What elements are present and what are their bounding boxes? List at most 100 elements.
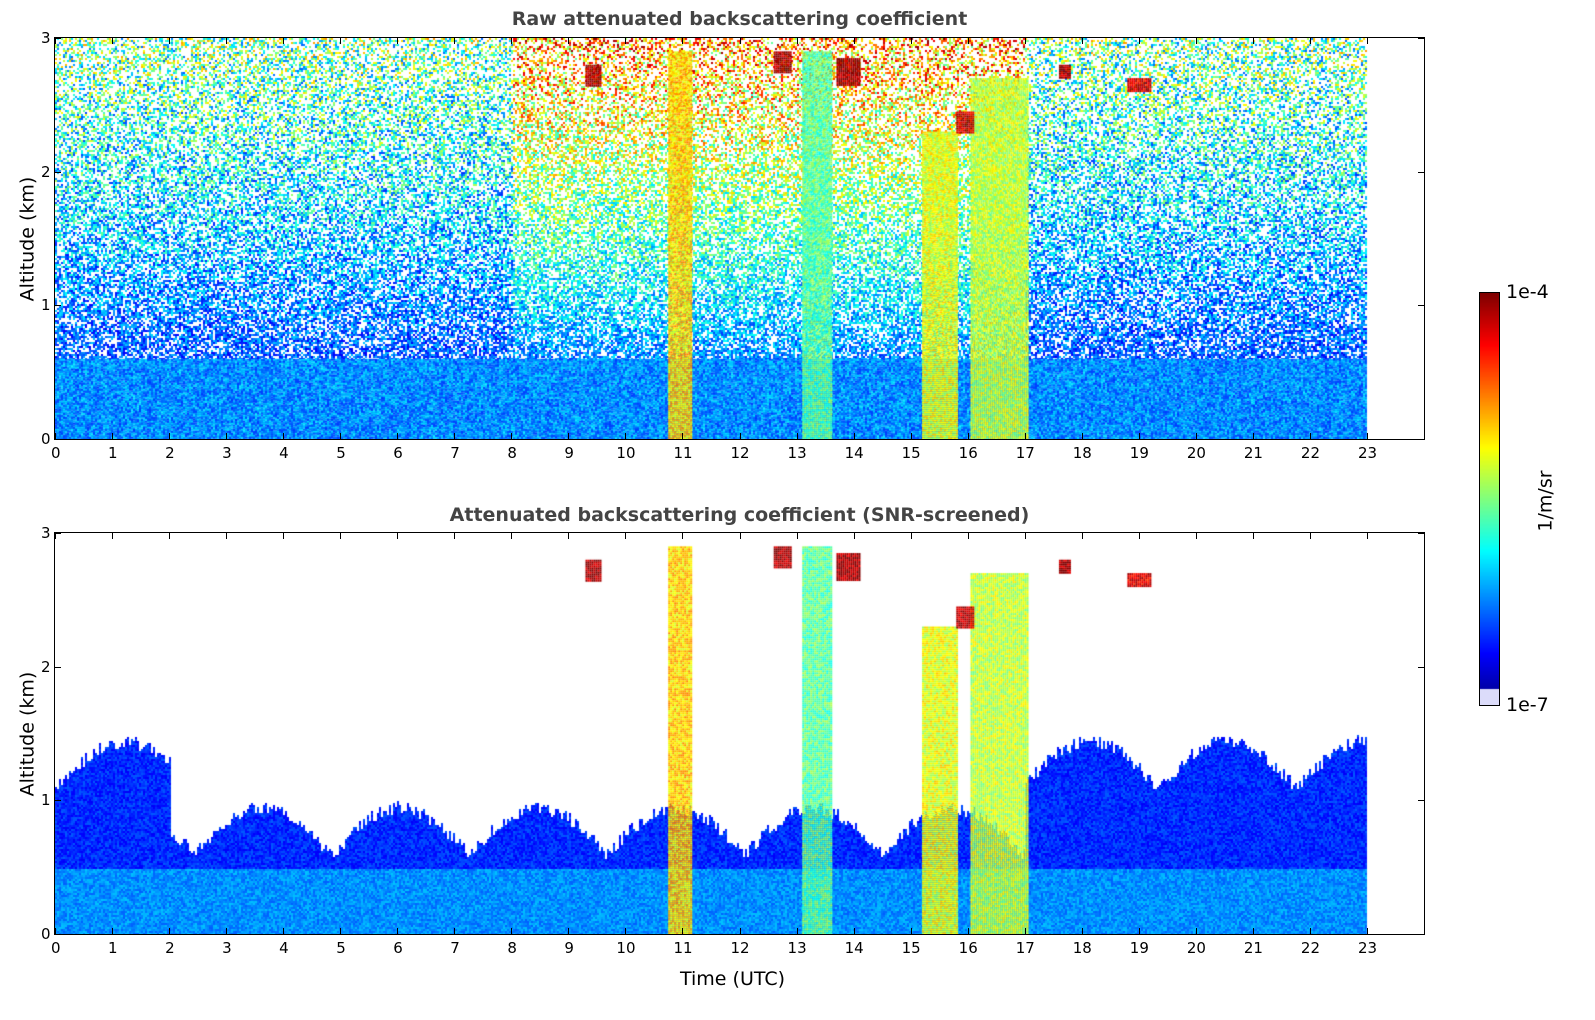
x-tick-mark: [625, 533, 627, 539]
x-tick-mark: [796, 38, 798, 44]
colorbar-max: 1e-4: [1506, 281, 1549, 303]
y-tick-mark: [55, 305, 61, 307]
x-tick-mark: [1366, 433, 1368, 439]
y-tick-mark: [1418, 800, 1424, 802]
x-tick-mark: [853, 38, 855, 44]
x-tick-mark: [226, 928, 228, 934]
y-tick-mark: [55, 800, 61, 802]
x-tick-mark: [682, 928, 684, 934]
x-axis-label: Time (UTC): [680, 968, 786, 990]
x-tick-mark: [55, 38, 56, 44]
x-tick-mark: [169, 928, 171, 934]
x-tick-mark: [568, 38, 570, 44]
x-tick-label: 12: [730, 939, 750, 957]
x-tick-label: 19: [1129, 444, 1149, 462]
x-tick-mark: [1366, 533, 1368, 539]
y-tick-mark: [1418, 934, 1424, 935]
x-tick-mark: [853, 533, 855, 539]
x-tick-mark: [55, 533, 56, 539]
x-tick-mark: [340, 533, 342, 539]
x-tick-mark: [1081, 38, 1083, 44]
x-tick-label: 9: [564, 939, 574, 957]
x-tick-label: 2: [165, 939, 175, 957]
x-tick-label: 18: [1072, 444, 1092, 462]
x-tick-label: 16: [958, 444, 978, 462]
x-tick-mark: [967, 38, 969, 44]
x-tick-mark: [739, 433, 741, 439]
x-tick-mark: [340, 38, 342, 44]
heatmap-image: [55, 38, 1424, 439]
y-tick-mark: [55, 533, 61, 534]
x-tick-mark: [283, 928, 285, 934]
colorbar-min: 1e-7: [1506, 694, 1549, 716]
x-tick-label: 4: [279, 444, 289, 462]
x-tick-mark: [682, 38, 684, 44]
x-tick-mark: [910, 533, 912, 539]
y-tick-label: 3: [41, 524, 51, 542]
x-tick-label: 5: [336, 939, 346, 957]
colorbar-gradient: [1480, 293, 1499, 705]
x-tick-mark: [1024, 928, 1026, 934]
x-tick-mark: [454, 533, 456, 539]
y-tick-mark: [1418, 439, 1424, 440]
colorbar: [1479, 292, 1500, 706]
x-tick-mark: [454, 433, 456, 439]
y-tick-mark: [1418, 171, 1424, 173]
y-tick-mark: [55, 439, 61, 440]
x-tick-label: 8: [507, 939, 517, 957]
x-tick-label: 5: [336, 444, 346, 462]
x-tick-mark: [1195, 533, 1197, 539]
x-tick-label: 18: [1072, 939, 1092, 957]
x-tick-label: 1: [108, 939, 118, 957]
screened-backscatter-heatmap: 0 1 2 3 4 5 6 7 8 9 10 11 12 13 14 15 16 17 18 19 20 21 22 23 0 1…: [41, 524, 1425, 957]
y-tick-mark: [1418, 666, 1424, 668]
x-tick-mark: [568, 928, 570, 934]
x-tick-mark: [511, 928, 513, 934]
x-tick-label: 1: [108, 444, 118, 462]
x-tick-mark: [853, 433, 855, 439]
x-tick-mark: [397, 433, 399, 439]
x-tick-label: 17: [1015, 939, 1035, 957]
x-tick-mark: [397, 533, 399, 539]
raw-backscatter-heatmap: 0 1 2 3 4 5 6 7 8 9 10 11 12 13 14 15 16 17 18 19 20 21 22 23 0 1…: [41, 29, 1425, 462]
y-tick-label: 2: [41, 657, 51, 676]
x-tick-mark: [169, 433, 171, 439]
x-tick-mark: [226, 533, 228, 539]
x-tick-mark: [1252, 928, 1254, 934]
x-tick-label: 23: [1357, 939, 1378, 957]
x-tick-mark: [1366, 928, 1368, 934]
bottom-plot-title: Attenuated backscattering coefficient (S…: [449, 504, 1030, 526]
x-tick-label: 15: [901, 939, 921, 957]
x-tick-label: 11: [673, 444, 693, 462]
x-tick-mark: [1195, 38, 1197, 44]
x-tick-label: 2: [165, 444, 175, 462]
x-tick-mark: [169, 38, 171, 44]
x-tick-mark: [967, 928, 969, 934]
x-tick-mark: [226, 38, 228, 44]
x-tick-mark: [283, 38, 285, 44]
x-tick-label: 10: [616, 939, 636, 957]
y-tick-label: 1: [41, 791, 51, 810]
x-tick-mark: [112, 433, 114, 439]
x-tick-mark: [1081, 533, 1083, 539]
x-tick-label: 14: [844, 444, 864, 462]
x-tick-mark: [55, 433, 56, 439]
x-tick-mark: [1252, 533, 1254, 539]
x-tick-label: 7: [450, 444, 460, 462]
x-tick-mark: [1309, 433, 1311, 439]
y-tick-label: 0: [41, 925, 51, 943]
x-tick-label: 23: [1357, 444, 1378, 462]
x-tick-mark: [283, 533, 285, 539]
x-tick-label: 14: [844, 939, 864, 957]
x-tick-mark: [1024, 533, 1026, 539]
x-tick-mark: [853, 928, 855, 934]
top-ylabel: Altitude (km): [16, 176, 39, 302]
x-tick-mark: [454, 928, 456, 934]
x-tick-mark: [682, 533, 684, 539]
x-tick-mark: [340, 928, 342, 934]
x-tick-mark: [910, 928, 912, 934]
x-tick-mark: [1252, 38, 1254, 44]
y-tick-label: 1: [41, 296, 51, 315]
x-tick-label: 11: [673, 939, 693, 957]
x-tick-label: 13: [787, 939, 807, 957]
